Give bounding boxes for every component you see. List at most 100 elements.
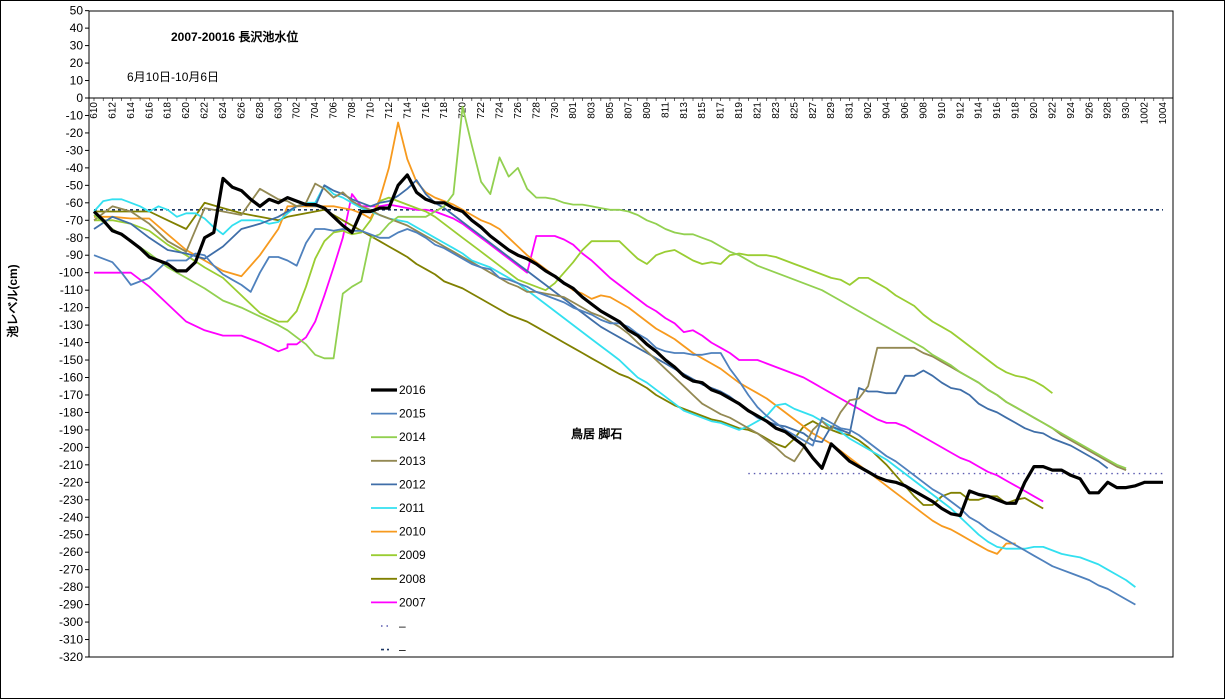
x-tick-label: 618 [163,102,174,119]
x-tick-label: 831 [845,102,856,119]
y-tick-label: -140 [59,336,83,350]
y-tick-label: -240 [59,510,83,524]
legend-label-2010: 2010 [399,525,426,539]
x-tick-label: 916 [992,102,1003,119]
y-tick-label: -100 [59,266,83,280]
y-tick-label: 0 [76,91,83,105]
y-tick-label: -280 [59,580,83,594]
y-tick-label: -310 [59,633,83,647]
x-tick-label: 728 [531,102,542,119]
y-tick-label: -180 [59,405,83,419]
x-tick-label: 817 [716,102,727,119]
y-tick-label: 10 [70,74,84,88]
x-tick-label: 918 [1011,102,1022,119]
y-tick-label: -20 [66,126,84,140]
legend-label-2015: 2015 [399,407,426,421]
x-tick-label: 827 [808,102,819,119]
plot-area [88,10,1174,658]
x-tick-label: 612 [107,102,118,119]
x-tick-label: 710 [365,102,376,119]
legend-label-2011: 2011 [399,501,425,515]
x-axis-ticks: 610 612 614 616 618 620 622 624 626 628 630 702 704 7… [89,97,1173,125]
annotation-label: 鳥居 脚石 [571,426,622,441]
x-tick-label: 622 [200,102,211,119]
chart-title: 2007-20016 長沢池水位 [171,29,298,44]
x-tick-label: 718 [439,102,450,119]
x-tick-label: 610 [89,102,100,119]
y-tick-label: -70 [66,213,84,227]
y-axis-ticks: 50 40 30 20 10 0 -10 -20 -30 -40 -50 -60 -70 -80 -90 -1… [59,4,89,664]
x-tick-label: 904 [882,102,893,119]
y-tick-label: -160 [59,371,83,385]
y-tick-label: 40 [70,21,84,35]
y-tick-label: -300 [59,615,83,629]
x-tick-label: 706 [329,102,340,119]
y-tick-label: -10 [66,108,84,122]
y-axis-label: 池レベル(cm) [5,264,20,337]
x-tick-label: 801 [568,102,579,119]
x-tick-label: 730 [550,102,561,119]
x-tick-label: 1004 [1158,102,1169,125]
x-tick-label: 807 [624,102,635,119]
y-tick-label: -320 [59,650,83,664]
series-line-2015 [93,228,1136,606]
x-tick-label: 628 [255,102,266,119]
x-tick-label: 821 [753,102,764,119]
x-tick-label: 811 [660,102,671,118]
x-tick-label: 624 [218,102,229,119]
reference-lines [94,209,1163,475]
y-tick-label: -290 [59,598,83,612]
y-tick-label: -220 [59,475,83,489]
y-tick-label: 20 [70,56,84,70]
legend-label-reference: – [399,643,406,657]
y-tick-label: -120 [59,301,83,315]
y-tick-label: -190 [59,423,83,437]
x-tick-label: 712 [384,102,395,119]
x-tick-label: 829 [826,102,837,119]
x-tick-label: 825 [789,102,800,119]
x-tick-label: 930 [1121,102,1132,119]
x-tick-label: 924 [1066,102,1077,119]
series-line-2016 [92,173,1163,518]
y-tick-label: -60 [66,196,84,210]
y-tick-label: -230 [59,493,83,507]
legend-label-2016: 2016 [399,383,426,397]
y-tick-label: -200 [59,440,83,454]
series-line-2009 [94,196,1053,394]
x-tick-label: 809 [642,102,653,119]
legend-label-2009: 2009 [399,548,426,562]
x-tick-label: 708 [347,102,358,119]
x-tick-label: 614 [126,102,137,119]
series-line-2012 [93,179,1109,470]
legend-label-2007: 2007 [399,595,426,609]
legend-label-2012: 2012 [399,477,426,491]
chart-subtitle: 6月10日-10月6日 [127,70,219,84]
x-tick-label: 630 [273,102,284,119]
y-tick-label: -130 [59,318,83,332]
y-tick-label: -30 [66,143,84,157]
y-tick-label: -90 [66,248,84,262]
x-tick-label: 920 [1029,102,1040,119]
legend-label-2013: 2013 [399,454,426,468]
x-tick-label: 908 [918,102,929,119]
x-tick-label: 704 [310,102,321,119]
x-tick-label: 702 [292,102,303,119]
x-tick-label: 1002 [1140,102,1151,125]
x-tick-label: 910 [937,102,948,119]
y-tick-label: -250 [59,528,83,542]
y-tick-label: 50 [70,4,84,18]
x-tick-label: 803 [587,102,598,119]
y-tick-label: -40 [66,161,84,175]
series-line-2011 [93,184,1136,588]
series-line-2014 [93,105,1127,470]
x-tick-label: 805 [605,102,616,119]
x-tick-label: 616 [144,102,155,119]
x-tick-label: 626 [236,102,247,119]
x-tick-label: 813 [679,102,690,119]
x-tick-label: 906 [900,102,911,119]
x-tick-label: 912 [955,102,966,119]
x-tick-label: 819 [734,102,745,119]
y-tick-label: -80 [66,231,84,245]
